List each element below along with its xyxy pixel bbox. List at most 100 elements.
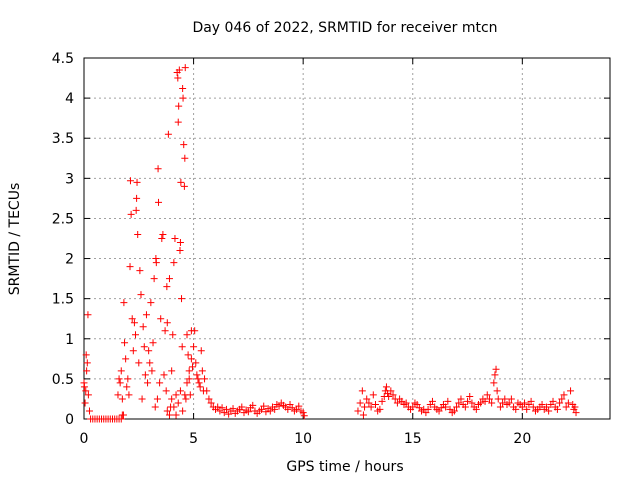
data-point (159, 230, 167, 238)
data-point (80, 383, 88, 391)
data-point (149, 339, 157, 347)
data-point (174, 399, 182, 407)
data-point (488, 399, 496, 407)
data-point (483, 391, 491, 399)
data-point (185, 367, 193, 375)
data-point (181, 154, 189, 162)
data-point (85, 407, 93, 415)
data-point (472, 405, 480, 413)
data-point (444, 397, 452, 405)
data-point (560, 391, 568, 399)
data-point (393, 399, 401, 407)
data-point (138, 395, 146, 403)
data-point (117, 415, 125, 423)
data-point (198, 367, 206, 375)
data-point (151, 403, 159, 411)
data-point (385, 393, 393, 401)
data-point (115, 375, 123, 383)
data-point (244, 408, 252, 416)
data-point (160, 371, 168, 379)
data-point (181, 64, 189, 72)
data-point (154, 165, 162, 173)
data-point (171, 235, 179, 242)
data-point (457, 395, 465, 403)
data-point (266, 407, 274, 415)
data-point (81, 399, 89, 407)
data-point (118, 395, 126, 403)
y-tick-label: 4.5 (52, 51, 74, 67)
data-point (450, 407, 458, 415)
data-point (260, 402, 268, 410)
data-point (468, 399, 476, 407)
data-point (127, 210, 135, 218)
data-point (501, 395, 509, 403)
data-point (185, 375, 193, 383)
data-point (187, 355, 195, 363)
data-point (376, 405, 384, 413)
data-point (361, 403, 369, 411)
data-point (194, 375, 202, 383)
data-point (162, 387, 170, 395)
data-point (572, 409, 580, 417)
data-point (177, 178, 185, 186)
data-point (172, 411, 180, 419)
data-point (299, 409, 307, 417)
data-point (141, 371, 149, 379)
data-point (128, 315, 136, 323)
data-point (453, 403, 461, 411)
data-point (174, 118, 182, 126)
data-point (481, 397, 489, 405)
data-point (214, 403, 222, 411)
data-point (175, 66, 183, 74)
y-tick-label: 3.5 (52, 131, 74, 147)
data-point (136, 267, 144, 275)
data-point (442, 403, 450, 411)
data-point (82, 351, 90, 359)
data-point (117, 367, 125, 375)
data-point (124, 375, 132, 383)
data-point (140, 343, 148, 351)
data-point (175, 102, 183, 110)
chart-title: Day 046 of 2022, SRMTID for receiver mtc… (192, 20, 497, 36)
y-axis-label: SRMTID / TECUs (7, 183, 23, 296)
data-point (192, 359, 200, 367)
data-point (120, 299, 128, 307)
data-point (132, 331, 140, 339)
data-point (496, 403, 504, 411)
y-axis: 0 0.5 1 1.5 2 2.5 3 3.5 4 4.5 (52, 51, 610, 428)
data-point (168, 367, 176, 375)
y-tick-label: 0.5 (52, 372, 74, 388)
data-point (153, 395, 161, 403)
data-point (365, 399, 373, 407)
data-point (389, 391, 397, 399)
plot-frame (83, 57, 611, 420)
data-point (523, 405, 531, 413)
data-point (156, 379, 164, 387)
data-point (142, 311, 150, 319)
data-point (461, 403, 469, 411)
data-point (201, 375, 209, 383)
data-point (179, 407, 187, 415)
y-tick-label: 2 (65, 252, 74, 268)
data-point (545, 407, 553, 415)
data-point (229, 405, 237, 413)
data-point (188, 363, 196, 371)
data-point (178, 295, 186, 303)
x-axis-label: GPS time / hours (286, 459, 403, 475)
data-point (564, 399, 572, 407)
data-point (179, 84, 187, 92)
data-point (491, 371, 499, 379)
data-point (518, 403, 526, 411)
data-point (238, 403, 246, 411)
data-point (195, 379, 203, 387)
data-point (165, 411, 173, 419)
data-point (477, 399, 485, 407)
data-point (129, 347, 137, 355)
data-point (148, 367, 156, 375)
data-point (490, 379, 498, 387)
data-point (116, 379, 124, 387)
data-point (402, 399, 410, 407)
data-point (356, 399, 364, 407)
data-point (122, 355, 130, 363)
data-point (150, 275, 158, 283)
